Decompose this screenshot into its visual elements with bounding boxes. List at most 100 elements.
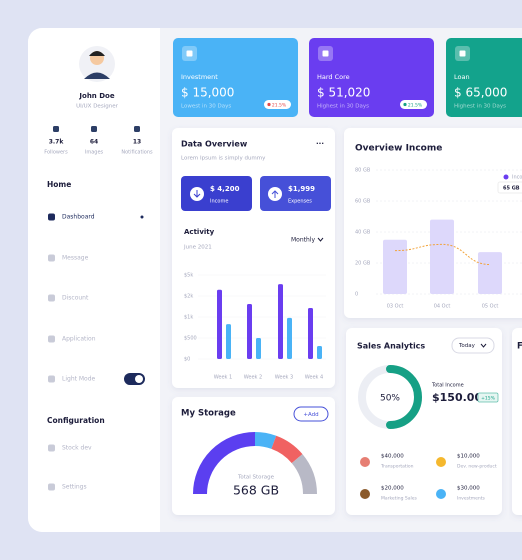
menu-icon	[48, 335, 55, 343]
y-tick-label: $1k	[184, 315, 193, 321]
stat-note: Highest in 30 Days	[317, 104, 369, 110]
add-button[interactable]	[293, 406, 329, 422]
user-role: UI/UX Designer	[76, 104, 118, 110]
donut-arc	[386, 365, 422, 429]
x-tick-label: 04 Oct	[434, 304, 451, 310]
card-subtitle: Lorem Ipsum is simply dummy	[181, 156, 266, 162]
stat-value: 64	[90, 139, 98, 146]
card-title: F	[517, 342, 522, 352]
stat-amount: $ 15,000	[181, 86, 234, 100]
item-label: Marketing Sales	[381, 496, 417, 502]
active-dot	[140, 215, 144, 219]
y-tick-label: $0	[184, 357, 190, 363]
stat-title: Investment	[181, 73, 218, 81]
x-tick-label: 03 Oct	[387, 304, 404, 310]
item-icon	[360, 489, 370, 499]
sales-card	[346, 328, 502, 515]
bar	[247, 303, 252, 359]
item-amount: $40,000	[381, 454, 404, 460]
item-icon	[436, 457, 446, 467]
x-tick-label: Week 3	[275, 375, 293, 381]
bar	[317, 345, 322, 359]
bar	[226, 324, 231, 359]
stat-value: 3.7k	[49, 139, 65, 146]
activity-title: Activity	[184, 228, 215, 236]
bar	[478, 252, 502, 294]
stat-label: Notifications	[121, 150, 153, 156]
item-label: Investments	[457, 496, 485, 502]
stat-value: 13	[133, 139, 141, 146]
stat-icon	[53, 126, 59, 132]
item-amount: $30,000	[457, 486, 480, 492]
item-icon	[360, 457, 370, 467]
storage-gauge	[193, 431, 317, 495]
tooltip	[497, 181, 522, 194]
y-tick-label: $500	[184, 336, 197, 342]
stat-label: Images	[85, 150, 104, 156]
item-amount: $20,000	[381, 486, 404, 492]
menu-item[interactable]: Discount	[62, 295, 89, 302]
menu-icon	[48, 444, 55, 452]
bar	[287, 317, 292, 359]
change-arrow	[267, 102, 271, 107]
y-tick-label: 80 GB	[355, 168, 371, 174]
expenses-amount: $1,999	[288, 185, 315, 193]
storage-total: 568 GB	[233, 483, 279, 498]
y-tick-label: $5k	[184, 273, 193, 279]
change-badge	[264, 100, 291, 109]
x-tick-label: Week 4	[305, 375, 323, 381]
menu-icon	[48, 375, 55, 383]
stat-card	[173, 38, 298, 117]
tooltip-label: 65 GB	[503, 185, 520, 191]
sales-filter[interactable]	[451, 337, 495, 354]
change-badge	[477, 392, 499, 403]
legend-label: Income	[512, 175, 522, 181]
stat-note: Lowest in 30 Days	[181, 104, 231, 110]
change-label: 21.5%	[272, 102, 287, 108]
stat-card	[309, 38, 434, 117]
section-title: Configuration	[47, 416, 105, 425]
dropdown-caret	[317, 237, 324, 242]
stat-amount: $ 51,020	[317, 86, 370, 100]
stat-title: Loan	[454, 73, 470, 81]
card-title: Data Overview	[181, 140, 248, 149]
more-button[interactable]: ···	[316, 140, 324, 148]
stat-card	[446, 38, 522, 117]
bar	[278, 284, 283, 359]
bar	[430, 219, 454, 294]
sales-filter-label: Today	[458, 343, 476, 349]
item-label: Dev. new-product	[457, 464, 497, 470]
card-title: Sales Analytics	[357, 342, 425, 351]
income-box	[181, 176, 252, 211]
card-icon-glyph	[459, 50, 466, 57]
activity-period: June 2021	[183, 245, 212, 251]
donut-label: 50%	[380, 394, 400, 404]
stat-icon	[134, 126, 140, 132]
menu-icon	[48, 483, 55, 491]
menu-item[interactable]: Message	[62, 255, 89, 262]
menu-icon	[48, 294, 55, 302]
section-title: Home	[47, 180, 71, 189]
item-label: Transportation	[380, 464, 414, 470]
x-tick-label: Week 1	[214, 375, 232, 381]
x-tick-label: 05 Oct	[482, 304, 499, 310]
period-filter[interactable]: Monthly	[291, 237, 315, 244]
y-tick-label: $2k	[184, 294, 193, 300]
legend-dot	[503, 174, 509, 180]
change-arrow	[403, 102, 407, 107]
bar	[217, 289, 222, 359]
menu-item[interactable]: Dashboard	[62, 214, 95, 221]
x-tick-label: Week 2	[244, 375, 262, 381]
change-label: 21.5%	[408, 102, 423, 108]
card-icon-glyph	[186, 50, 193, 57]
menu-item[interactable]: Stock dev	[62, 445, 92, 452]
menu-item[interactable]: Application	[62, 336, 96, 343]
stat-note: Highest in 30 Days	[454, 104, 506, 110]
card-title: Overview Income	[355, 144, 442, 154]
menu-item[interactable]: Settings	[62, 484, 87, 491]
menu-item[interactable]: Light Mode	[62, 376, 96, 383]
expenses-label: Expenses	[288, 199, 312, 205]
storage-card	[172, 397, 335, 515]
stat-label: Followers	[44, 150, 68, 156]
